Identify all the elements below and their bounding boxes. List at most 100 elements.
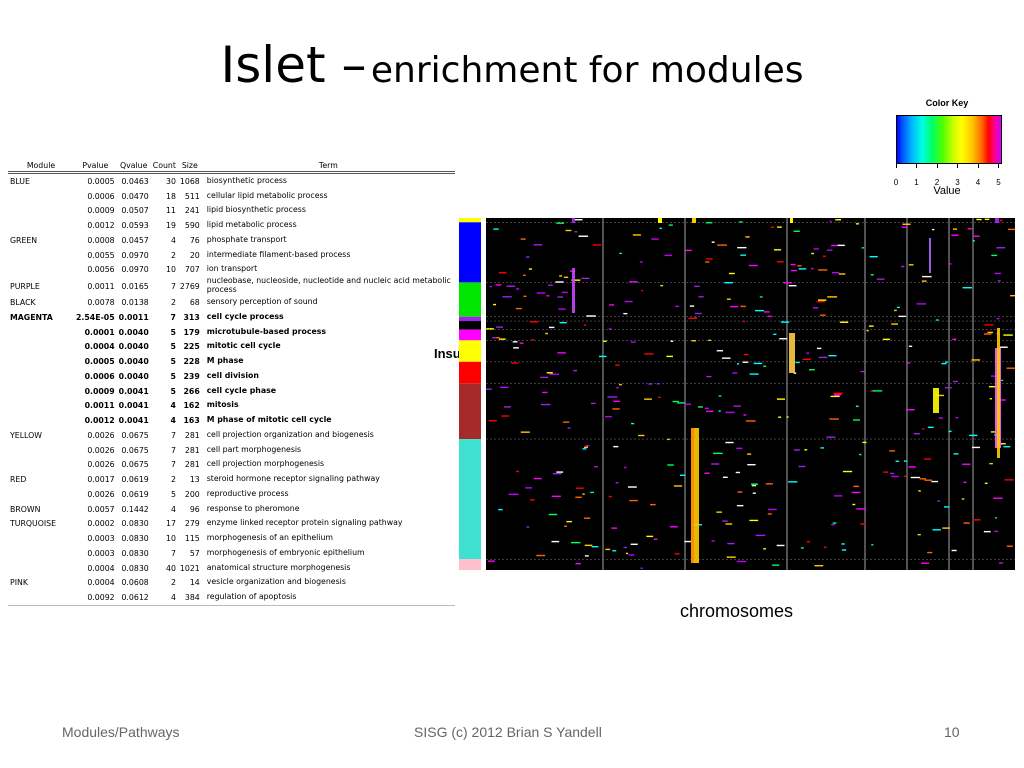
color-key-tick-mark xyxy=(977,163,979,168)
cell-count: 18 xyxy=(165,191,176,201)
heat-cell xyxy=(498,272,507,274)
cell-count: 4 xyxy=(170,401,176,411)
heat-cell xyxy=(694,285,700,288)
heat-cell xyxy=(630,341,636,343)
cell-module xyxy=(8,531,74,546)
heat-cell xyxy=(584,446,588,449)
cell-pvalue: 0.0026 xyxy=(87,460,115,470)
heat-cell xyxy=(855,405,859,408)
heat-cell xyxy=(834,394,842,396)
heat-cell xyxy=(737,491,743,493)
chromosomes-label: chromosomes xyxy=(680,601,794,621)
heat-cell xyxy=(631,422,635,425)
cell-pvalue: 0.0012 xyxy=(84,416,115,426)
heat-cell xyxy=(856,508,867,510)
heat-cell xyxy=(983,530,991,533)
cell-count: 5 xyxy=(170,342,176,352)
cell-term: enzyme linked receptor protein signaling… xyxy=(206,518,403,528)
heat-cell xyxy=(501,415,510,417)
heat-cell xyxy=(711,241,715,243)
heat-cell xyxy=(767,508,777,511)
cell-module xyxy=(8,561,74,576)
heat-cell xyxy=(790,263,796,266)
heat-cell xyxy=(658,396,661,399)
heat-cell xyxy=(955,416,959,419)
cell-size: 13 xyxy=(189,475,200,485)
heat-cell xyxy=(549,373,560,375)
heat-cell xyxy=(818,299,827,301)
table-row: 0.0006 0.0470 18 511 cellular lipid metaboli… xyxy=(8,189,455,204)
heat-cell xyxy=(558,308,566,310)
cell-term: cell part morphogenesis xyxy=(206,444,302,454)
heat-cell xyxy=(708,339,712,342)
heat-cell xyxy=(751,483,758,485)
heat-cell xyxy=(876,278,885,280)
heat-cell xyxy=(656,383,660,385)
heat-cell xyxy=(603,340,607,342)
heat-cell xyxy=(767,315,773,318)
heat-cell xyxy=(670,340,674,342)
heat-cell xyxy=(716,350,724,352)
cell-module xyxy=(8,354,74,369)
heat-cell xyxy=(566,520,572,523)
heat-cell xyxy=(882,338,890,341)
heat-cell xyxy=(778,416,782,418)
cell-pvalue: 0.0004 xyxy=(84,342,115,352)
heat-cell xyxy=(767,513,772,515)
heat-cell xyxy=(529,499,535,501)
cell-module xyxy=(8,339,74,354)
heat-cell xyxy=(967,228,973,230)
heat-cell xyxy=(998,562,1004,564)
heat-cell xyxy=(907,362,911,364)
heat-cell xyxy=(551,540,560,543)
heat-cell xyxy=(835,219,842,221)
heat-cell xyxy=(726,298,731,300)
heat-cell xyxy=(811,267,814,270)
heat-cell xyxy=(935,394,945,397)
heat-cell xyxy=(908,466,916,468)
cell-count: 2 xyxy=(170,475,176,485)
cell-qvalue: 0.0675 xyxy=(121,460,149,470)
heat-cell xyxy=(752,492,756,494)
heat-cell xyxy=(493,303,497,306)
heat-cell xyxy=(813,248,819,250)
table-row: 0.0092 0.0612 4 384 regulation of apoptosis xyxy=(8,590,455,606)
heat-cell xyxy=(648,383,653,385)
cell-size: 313 xyxy=(183,312,200,322)
heat-cell xyxy=(704,407,709,410)
heat-cell xyxy=(765,483,773,485)
heat-cell xyxy=(496,336,500,339)
cell-pvalue: 0.0057 xyxy=(87,504,115,514)
cell-qvalue: 0.0970 xyxy=(121,265,149,275)
heat-cell xyxy=(629,499,638,502)
heat-cell xyxy=(578,235,589,237)
heat-cell xyxy=(567,427,571,429)
heat-cell xyxy=(749,373,759,375)
cell-module: YELLOW xyxy=(10,430,42,440)
table-row: PURPLE 0.0011 0.0165 7 2769 nucleobase, nucle… xyxy=(8,276,455,295)
heat-cell xyxy=(898,315,906,318)
heat-cell xyxy=(779,338,788,340)
table-row: 0.0055 0.0970 2 20 intermediate filament-bas… xyxy=(8,248,455,263)
heat-cell xyxy=(742,320,746,323)
heat-cell xyxy=(724,281,734,284)
heat-cell xyxy=(948,263,952,265)
cell-term: nucleobase, nucleoside, nucleotide and n… xyxy=(206,276,451,295)
heat-cell xyxy=(664,254,672,257)
table-row: MAGENTA 2.54E-05 0.0011 7 313 cell cycle proc… xyxy=(8,310,455,325)
heat-cell xyxy=(860,370,865,373)
heat-cell xyxy=(546,372,553,374)
heat-cell xyxy=(548,513,558,516)
table-row: BROWN 0.0057 0.1442 4 96 response to pheromon… xyxy=(8,502,455,517)
color-key-tick-mark xyxy=(957,163,959,168)
heat-cell xyxy=(996,247,1006,249)
module-color-pink xyxy=(459,559,481,570)
cell-count: 40 xyxy=(165,563,176,573)
cell-count: 5 xyxy=(170,386,176,396)
heat-cell xyxy=(516,288,520,290)
heat-cell xyxy=(546,295,550,297)
heat-cell xyxy=(814,565,824,567)
cell-term: ion transport xyxy=(206,264,258,274)
heat-cell xyxy=(727,542,735,545)
heat-cell xyxy=(668,224,673,226)
